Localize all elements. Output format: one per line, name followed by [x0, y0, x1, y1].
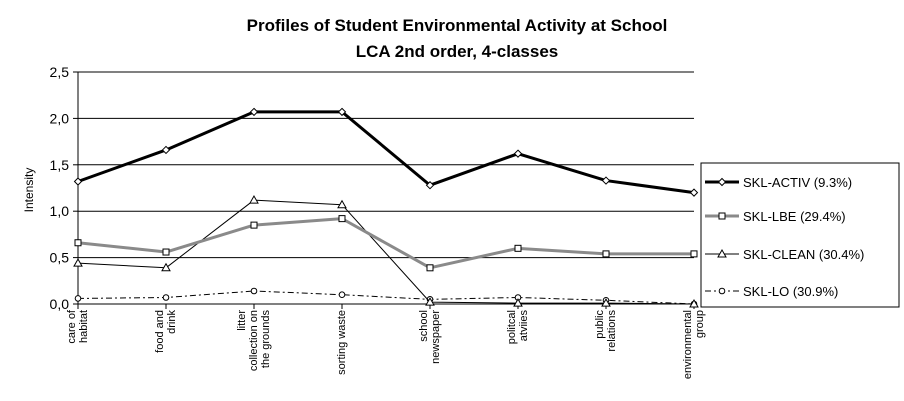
y-axis-label: Intensity — [22, 168, 36, 213]
legend-label: SKL-LBE (29.4%) — [743, 209, 846, 224]
data-point — [250, 221, 258, 229]
axes — [73, 71, 695, 309]
x-tick-label-line: atviies — [518, 310, 530, 342]
legend-marker — [717, 177, 727, 187]
chart-subtitle: LCA 2nd order, 4-classes — [355, 42, 559, 61]
data-point — [426, 264, 434, 272]
legend-entry: SKL-LBE (29.4%) — [705, 209, 846, 224]
x-tick-label: litter collection on the grounds — [236, 310, 272, 372]
x-tick-labels: care of habitat food and drink litter collect… — [66, 309, 706, 379]
data-point — [337, 107, 347, 117]
data-point — [425, 297, 435, 306]
data-point — [74, 239, 82, 247]
data-point — [249, 107, 259, 117]
x-tick-label-line: drink — [166, 310, 178, 334]
legend-label: SKL-LO (30.9%) — [743, 284, 838, 299]
data-point — [161, 262, 171, 272]
series-line — [77, 217, 694, 270]
legend-entry: SKL-CLEAN (30.4%) — [705, 247, 864, 262]
data-point — [425, 181, 435, 190]
series-triangle — [73, 195, 699, 308]
data-point — [689, 298, 699, 308]
series-line — [77, 199, 695, 305]
legend-marker — [717, 248, 727, 258]
y-tick-label: 0,0 — [50, 296, 70, 312]
gridlines — [78, 71, 694, 259]
x-tick-label-line: politcal — [506, 310, 518, 344]
data-point — [250, 287, 258, 295]
x-tick-label-line: food and — [154, 310, 166, 353]
data-point — [514, 244, 522, 252]
data-point — [74, 295, 82, 302]
x-tick-label: care of habitat — [66, 309, 90, 344]
series-line — [77, 290, 695, 305]
data-point — [689, 188, 699, 197]
x-tick-label-line: newspaper — [430, 310, 442, 364]
x-tick-label: sorting waste — [336, 310, 348, 375]
data-point — [513, 149, 523, 158]
data-point — [337, 199, 347, 209]
data-point — [161, 145, 171, 155]
data-point — [162, 294, 170, 301]
x-tick-label-line: habitat — [78, 310, 90, 343]
legend-label: SKL-ACTIV (9.3%) — [743, 175, 852, 190]
data-point — [162, 248, 170, 256]
legend-label: SKL-CLEAN (30.4%) — [743, 247, 864, 262]
legend-marker — [718, 212, 726, 220]
legend-entry: SKL-LO (30.9%) — [705, 284, 838, 299]
legend-marker — [718, 287, 726, 295]
x-tick-label-line: the grounds — [260, 310, 272, 369]
x-tick-label-line: sorting waste — [336, 310, 348, 375]
x-tick-label-line: school — [418, 310, 430, 342]
y-tick-labels: 0,0 0,5 1,0 1,5 2,0 2,5 — [50, 64, 70, 312]
x-tick-label: politcal atviies — [506, 310, 530, 345]
series-square — [74, 215, 698, 272]
y-tick-label: 2,0 — [50, 110, 70, 126]
data-point — [690, 250, 698, 258]
data-point — [249, 195, 259, 204]
x-tick-label-line: collection on — [248, 310, 260, 371]
series-line — [77, 110, 695, 195]
data-point — [602, 250, 610, 258]
y-tick-label: 2,5 — [50, 64, 70, 80]
y-tick-label: 0,5 — [50, 250, 70, 266]
x-tick-label-line: environmental — [682, 310, 694, 379]
data-point — [601, 298, 611, 307]
x-tick-label-line: relations — [606, 310, 618, 352]
legend: SKL-ACTIV (9.3%) SKL-LBE (29.4%) SKL-CLEAN… — [700, 162, 900, 308]
x-tick-label: school newspaper — [418, 310, 442, 364]
legend-entry: SKL-ACTIV (9.3%) — [705, 175, 852, 190]
data-point — [73, 258, 83, 267]
data-point — [338, 291, 346, 299]
data-point — [513, 298, 523, 307]
series-diamond — [73, 107, 699, 197]
x-tick-label: food and drink — [154, 310, 178, 353]
x-tick-label-line: litter — [236, 310, 248, 331]
plot-series — [73, 107, 699, 308]
data-point — [73, 177, 83, 186]
legend-box — [700, 162, 900, 308]
y-tick-label: 1,0 — [50, 203, 70, 219]
x-tick-label: public relations — [594, 310, 618, 352]
y-tick-label: 1,5 — [50, 157, 70, 173]
x-tick-label-line: public — [594, 310, 606, 339]
x-tick-label: environmental group — [682, 310, 706, 379]
data-point — [601, 176, 611, 185]
chart-title: Profiles of Student Environmental Activi… — [246, 16, 668, 35]
data-point — [338, 215, 346, 223]
x-tick-label-line: care of — [66, 309, 78, 344]
x-tick-label-line: group — [694, 310, 706, 338]
